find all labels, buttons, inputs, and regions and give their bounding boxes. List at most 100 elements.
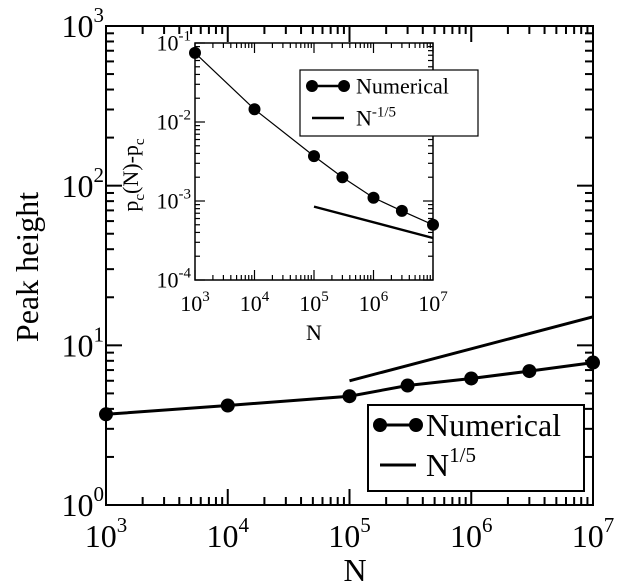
main-y-tick-label-1: 101 xyxy=(62,323,105,364)
inset-y-tick-label-3: 10-1 xyxy=(157,29,192,56)
main-series-0-point-4 xyxy=(464,371,479,386)
inset-legend-exp-1: -1/5 xyxy=(372,105,396,121)
inset-x-tick-base-1: 10 xyxy=(240,291,262,316)
main-x-tick-label-2: 105 xyxy=(328,513,371,554)
main-x-tick-base-2: 10 xyxy=(328,518,360,554)
main-y-tick-base-3: 10 xyxy=(62,8,94,44)
inset-y-tick-label-2: 10-2 xyxy=(157,108,192,135)
main-x-tick-label-0: 103 xyxy=(85,513,128,554)
main-series-0-point-5 xyxy=(522,364,537,379)
inset-y-tick-base-3: 10 xyxy=(157,31,179,56)
inset-x-tick-base-2: 10 xyxy=(299,291,321,316)
inset-legend: Numerical N-1/5 xyxy=(299,69,479,137)
main-y-tick-exp-1: 1 xyxy=(94,323,105,347)
main-legend-label-0: Numerical xyxy=(426,407,561,443)
main-legend-marker-0a xyxy=(373,418,387,432)
inset-series-0-point-5 xyxy=(395,204,408,217)
main-legend-label-1: N1/5 xyxy=(426,443,476,483)
main-x-tick-exp-4: 7 xyxy=(604,513,615,537)
inset-series-0-point-3 xyxy=(336,171,349,184)
inset-series-0-point-2 xyxy=(308,150,320,163)
main-x-tick-exp-0: 3 xyxy=(117,513,128,537)
inset-y-tick-exp-3: -1 xyxy=(179,29,192,45)
inset-y-tick-base-0: 10 xyxy=(157,268,179,293)
main-x-tick-exp-3: 6 xyxy=(482,513,493,537)
inset-y-label-sub1: c xyxy=(132,194,148,201)
main-legend-name-1: N xyxy=(426,447,449,483)
main-legend-box xyxy=(367,404,585,492)
inset-series-0-point-1 xyxy=(248,103,261,116)
inset-legend-marker-0a xyxy=(306,80,318,92)
main-y-tick-base-0: 10 xyxy=(62,487,94,523)
main-series-0-point-2 xyxy=(342,389,357,404)
inset-x-tick-exp-4: 7 xyxy=(440,289,448,305)
inset-x-tick-base-3: 10 xyxy=(359,291,381,316)
main-x-tick-base-1: 10 xyxy=(207,518,239,554)
main-y-tick-label-3: 103 xyxy=(62,3,105,44)
inset-legend-name-1: N xyxy=(356,106,372,131)
main-legend-marker-0b xyxy=(409,418,423,432)
inset-legend-box xyxy=(299,69,479,137)
main-legend-exp-1: 1/5 xyxy=(449,443,476,467)
main-y-tick-label-0: 100 xyxy=(62,482,105,523)
main-series-0-point-6 xyxy=(586,355,600,370)
main-x-tick-label-1: 104 xyxy=(207,513,250,554)
main-x-axis-label: N xyxy=(343,552,366,587)
inset-y-tick-exp-0: -4 xyxy=(179,266,192,282)
main-legend-name-0: Numerical xyxy=(426,407,561,443)
main-series-1-line xyxy=(349,315,594,383)
inset-series-0-point-4 xyxy=(367,191,380,204)
inset-series-1-line xyxy=(313,205,434,240)
inset-x-tick-label-4: 107 xyxy=(418,289,448,316)
main-x-tick-base-0: 10 xyxy=(85,518,117,554)
inset-x-axis-label: N xyxy=(306,320,322,345)
main-y-tick-label-2: 102 xyxy=(62,163,105,204)
main-series-0-point-0 xyxy=(99,407,113,422)
inset-y-tick-exp-2: -2 xyxy=(179,108,192,124)
inset-y-label-p: p xyxy=(118,201,143,212)
inset-x-tick-exp-2: 5 xyxy=(321,289,329,305)
inset-legend-name-0: Numerical xyxy=(356,74,449,99)
inset-y-tick-label-0: 10-4 xyxy=(157,266,192,293)
main-series-0-point-3 xyxy=(400,378,415,393)
inset-y-tick-base-2: 10 xyxy=(157,110,179,135)
main-x-tick-exp-2: 5 xyxy=(360,513,371,537)
inset-y-tick-label-1: 10-3 xyxy=(157,187,192,214)
inset-y-label-mid: (N)-p xyxy=(118,145,143,194)
main-y-tick-exp-0: 0 xyxy=(94,482,105,506)
main-y-axis-label: Peak height xyxy=(9,192,45,342)
inset-y-axis-label: pc(N)-pc xyxy=(118,138,148,212)
inset-y-tick-exp-1: -3 xyxy=(179,187,192,203)
main-x-tick-label-4: 107 xyxy=(572,513,615,554)
inset-x-tick-label-1: 104 xyxy=(240,289,270,316)
inset-x-tick-base-0: 10 xyxy=(180,291,202,316)
inset-x-tick-base-4: 10 xyxy=(418,291,440,316)
main-y-tick-base-2: 10 xyxy=(62,168,94,204)
inset-y-label-sub2: c xyxy=(132,138,148,145)
main-y-tick-exp-3: 3 xyxy=(94,3,105,27)
inset-legend-label-1: N-1/5 xyxy=(356,105,396,131)
inset-x-tick-label-3: 106 xyxy=(359,289,389,316)
main-y-tick-exp-2: 2 xyxy=(94,163,105,187)
inset-x-tick-exp-0: 3 xyxy=(202,289,210,305)
inset-x-tick-exp-1: 4 xyxy=(262,289,270,305)
inset-axis-ticks xyxy=(194,42,434,281)
main-x-tick-exp-1: 4 xyxy=(239,513,250,537)
main-data-markers xyxy=(99,315,600,422)
inset-legend-label-0: Numerical xyxy=(356,74,449,99)
main-x-tick-label-3: 106 xyxy=(450,513,493,554)
main-axis-ticks xyxy=(105,25,594,506)
inset-x-tick-label-2: 105 xyxy=(299,289,329,316)
main-y-tick-base-1: 10 xyxy=(62,328,94,364)
inset-legend-marker-0b xyxy=(338,80,350,92)
inset-x-tick-exp-3: 6 xyxy=(381,289,389,305)
main-series-0-point-1 xyxy=(220,398,235,413)
main-x-tick-base-3: 10 xyxy=(450,518,482,554)
inset-y-tick-base-1: 10 xyxy=(157,189,179,214)
inset-x-tick-label-0: 103 xyxy=(180,289,210,316)
